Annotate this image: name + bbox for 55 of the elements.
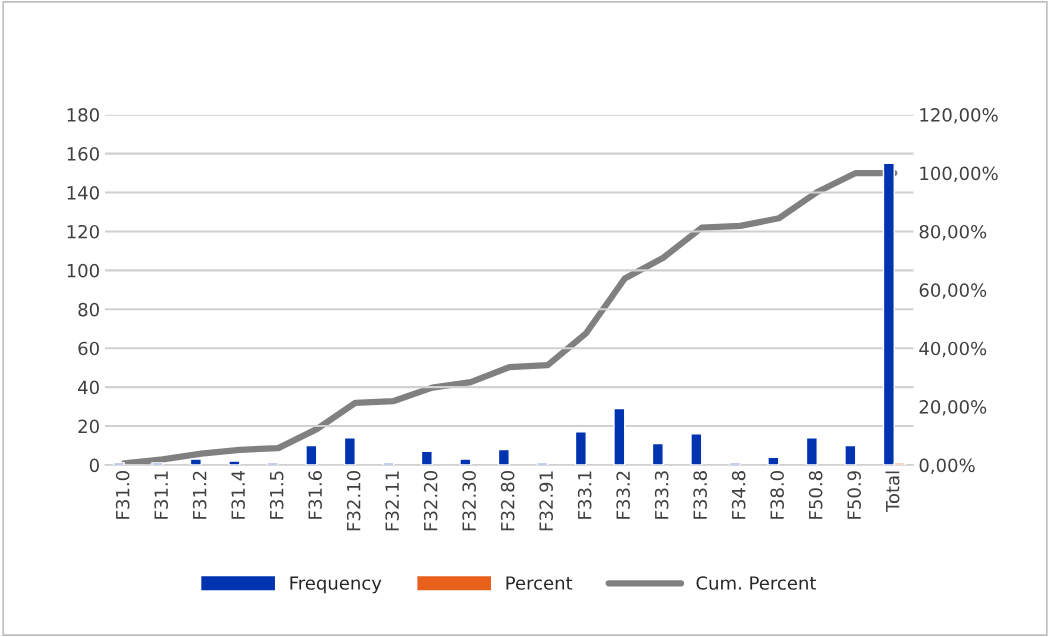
x-tick-label: F32.30	[462, 471, 476, 531]
bar	[613, 407, 626, 466]
y2-tick-label: 80,00%	[919, 224, 987, 241]
x-tick-label: F32.91	[539, 471, 553, 531]
bar	[497, 448, 510, 466]
y-tick-label: 140	[67, 185, 99, 200]
x-tick-label: F31.6	[308, 471, 322, 519]
x-tick-label: F38.0	[770, 471, 784, 519]
x-tick-label: F33.2	[616, 471, 630, 519]
x-tick-label: F31.2	[192, 471, 207, 519]
x-tick-label: Total	[885, 471, 900, 513]
x-tick-label: F33.1	[577, 471, 592, 519]
x-tick-label: F31.5	[269, 471, 284, 519]
x-tick-label: F50.8	[808, 471, 823, 519]
x-tick-label: F32.10	[346, 471, 361, 531]
y-tick-label: 60	[78, 341, 99, 356]
y2-tick-label: 40,00%	[919, 341, 987, 358]
y-tick-label: 100	[67, 263, 99, 278]
x-tick-label: F32.80	[500, 471, 515, 531]
y-tick-label: 180	[67, 108, 99, 122]
bar	[574, 431, 587, 466]
y2-tick-label: 100,00%	[920, 166, 998, 183]
bar	[305, 444, 318, 466]
x-tick-label: F33.8	[693, 471, 707, 519]
bar	[228, 460, 241, 466]
x-tick-label: F31.0	[115, 471, 130, 519]
legend-label: Cum. Percent	[696, 576, 817, 590]
bar	[459, 458, 472, 466]
y-tick-label: 0	[89, 458, 99, 473]
y-tick-label: 80	[78, 302, 99, 317]
y-tick-label: 20	[78, 419, 99, 434]
bar	[343, 437, 356, 466]
x-tick-label: F33.3	[654, 471, 669, 519]
bar	[690, 433, 703, 466]
y2-tick-label: 20,00%	[919, 400, 987, 416]
bar	[189, 458, 202, 466]
x-tick-label: F32.20	[423, 471, 438, 531]
x-tick-label: F50.9	[847, 471, 861, 519]
bar	[844, 444, 857, 466]
bar	[805, 437, 818, 466]
bar	[767, 456, 780, 466]
bar	[651, 442, 664, 466]
x-tick-label: F31.4	[231, 470, 245, 519]
x-tick-label: F31.1	[154, 471, 168, 519]
legend-label: Percent	[506, 576, 573, 590]
y-tick-label: 120	[67, 224, 99, 239]
y-tick-label: 160	[67, 147, 99, 161]
bar	[420, 450, 433, 466]
y2-tick-label: 0,00%	[919, 458, 975, 474]
x-tick-label: F34.8	[731, 471, 746, 519]
y2-tick-label: 120,00%	[920, 108, 998, 124]
legend-label: Frequency	[290, 576, 382, 594]
x-tick-label: F32.11	[385, 471, 399, 531]
y2-tick-label: 60,00%	[919, 283, 987, 299]
y-tick-label: 40	[78, 380, 99, 395]
